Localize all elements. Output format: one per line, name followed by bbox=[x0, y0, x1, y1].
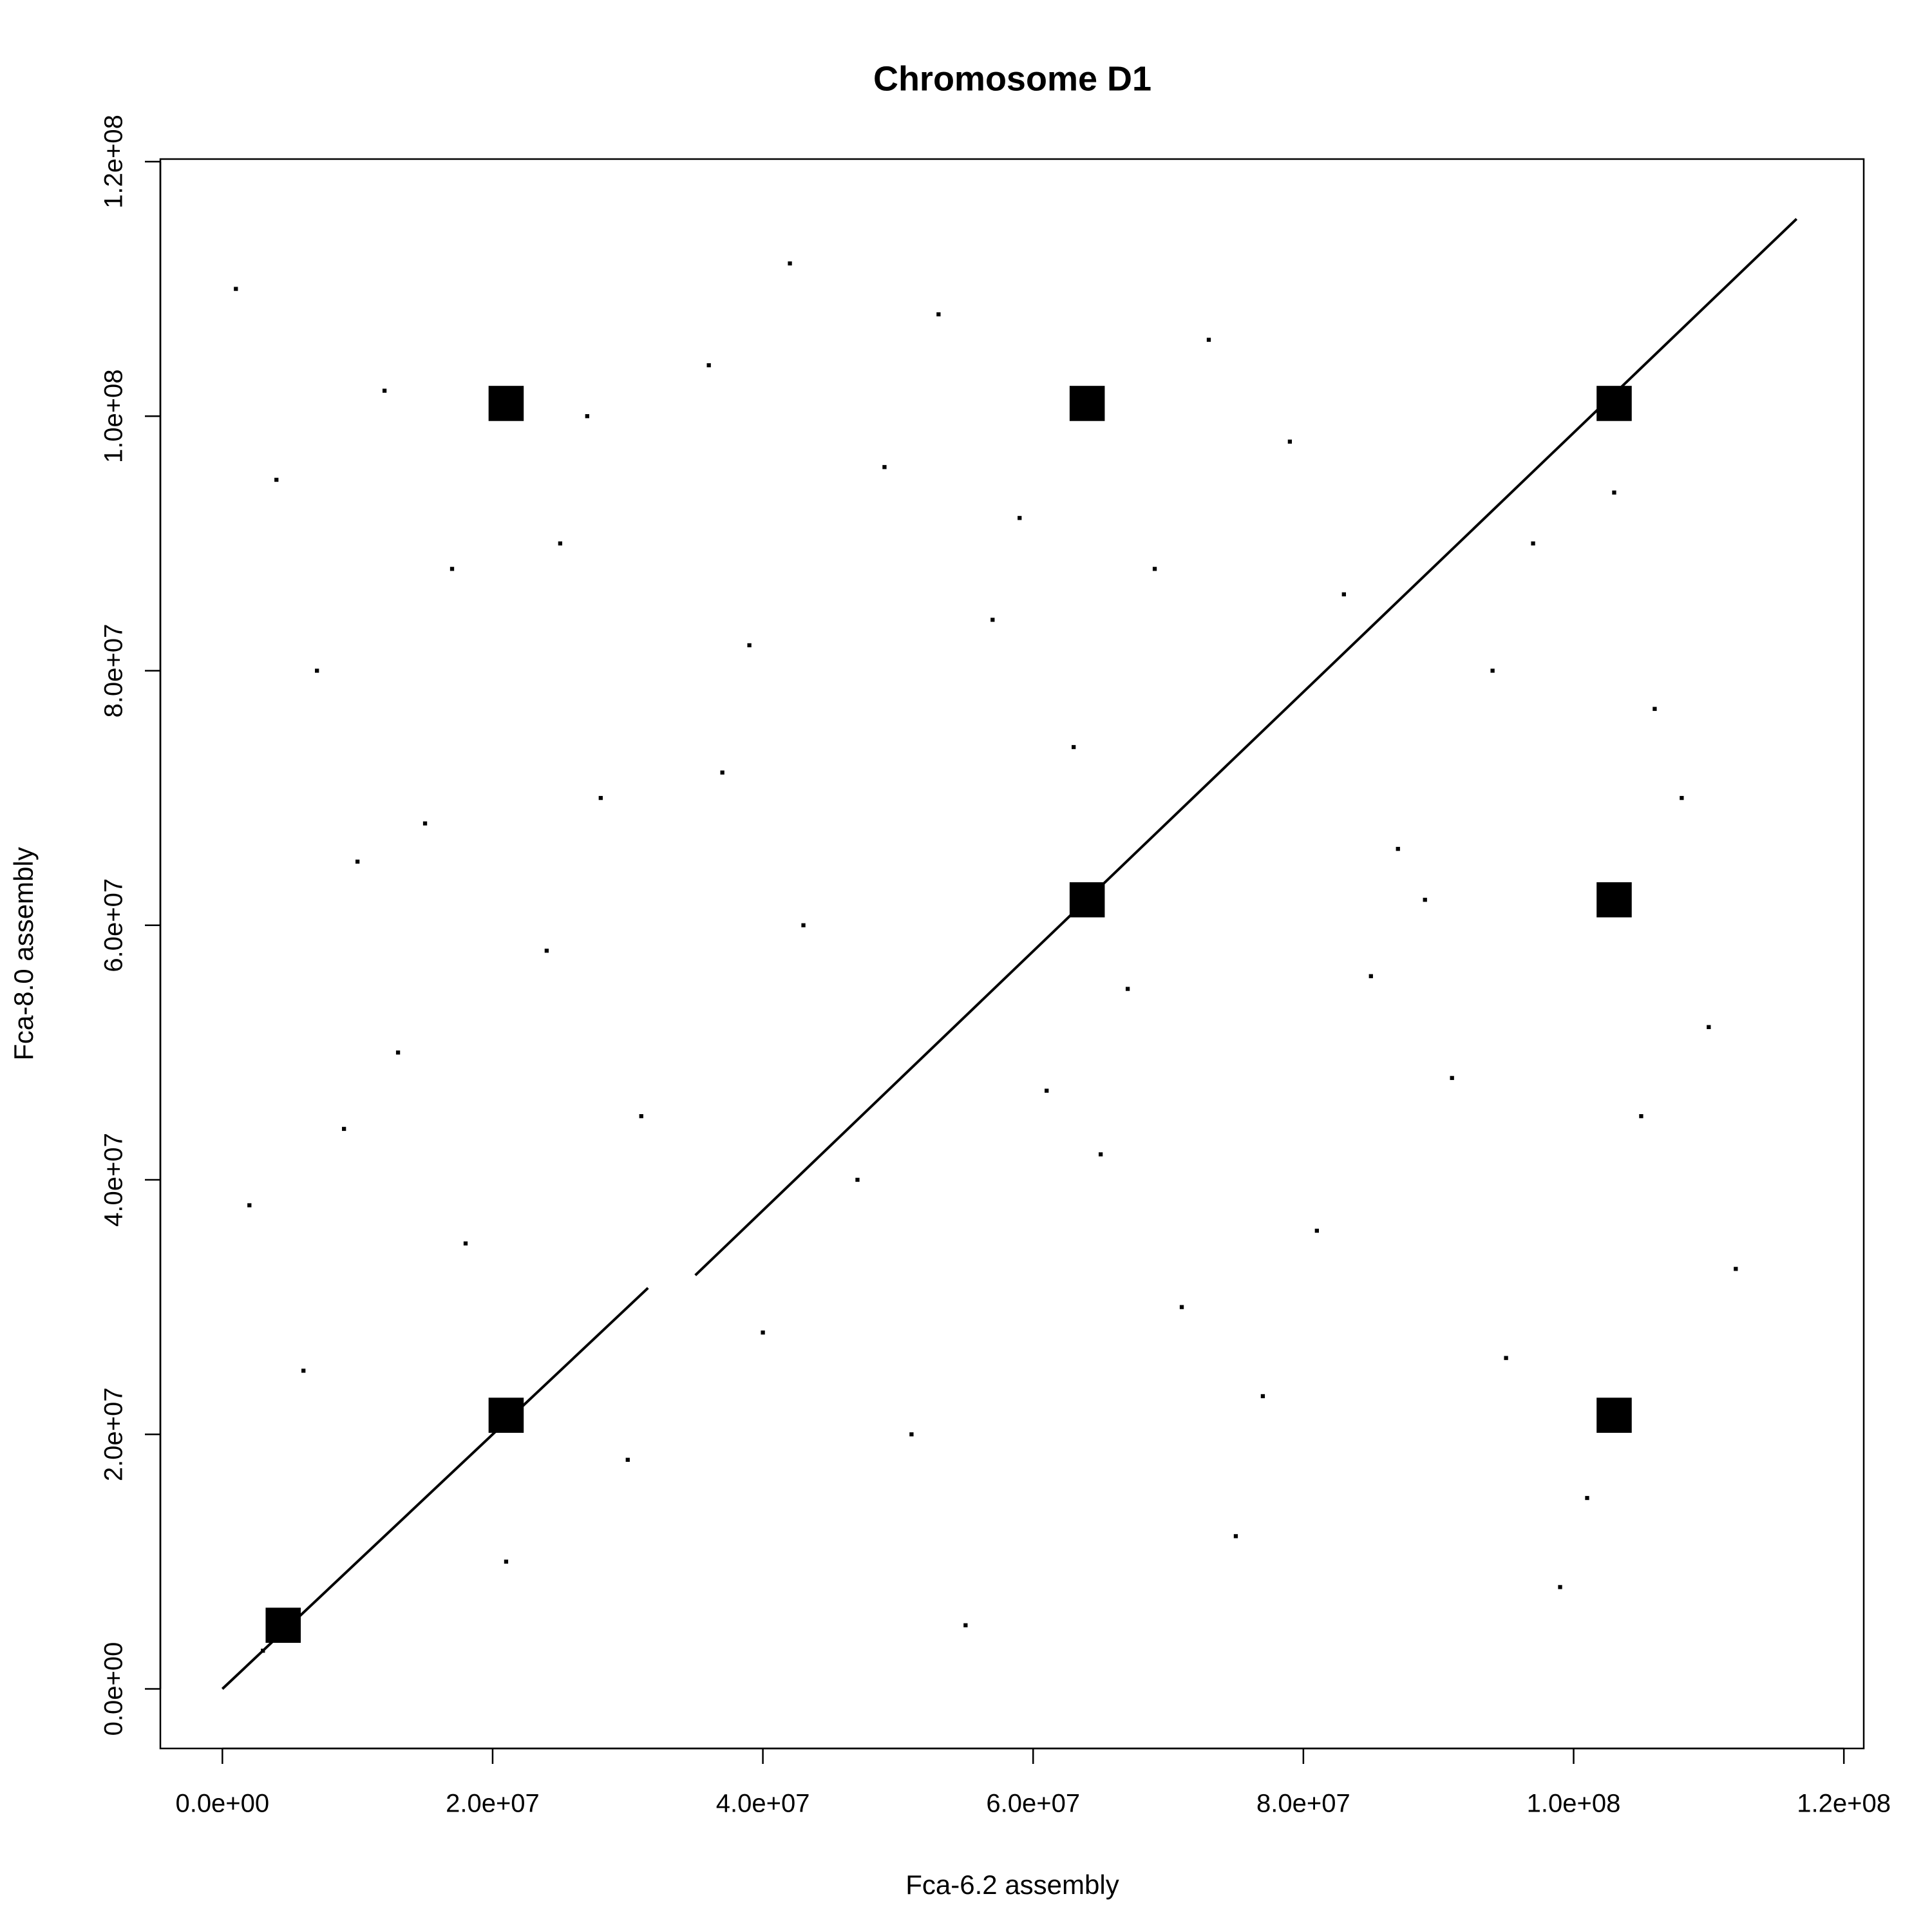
dot bbox=[1596, 1397, 1632, 1433]
dot bbox=[355, 859, 360, 864]
dot bbox=[301, 1368, 306, 1373]
dot bbox=[1233, 1534, 1238, 1539]
dot bbox=[247, 1203, 252, 1208]
dot bbox=[1504, 1356, 1508, 1360]
x-tick-label: 4.0e+07 bbox=[716, 1790, 810, 1818]
dot bbox=[1423, 898, 1427, 902]
dot bbox=[1396, 847, 1400, 851]
dot bbox=[1287, 439, 1293, 444]
dot bbox=[1260, 1394, 1265, 1399]
dot bbox=[963, 1623, 968, 1627]
dot bbox=[1734, 1267, 1738, 1271]
x-tick-label: 1.0e+08 bbox=[1527, 1790, 1621, 1818]
dot bbox=[1341, 592, 1346, 597]
dot bbox=[1152, 567, 1157, 571]
dot bbox=[315, 668, 319, 673]
dot bbox=[1596, 882, 1632, 918]
x-tick-label: 2.0e+07 bbox=[446, 1790, 540, 1818]
dot bbox=[422, 821, 428, 826]
y-tick-label: 1.0e+08 bbox=[100, 369, 128, 463]
dot bbox=[598, 795, 603, 800]
dot bbox=[1707, 1025, 1711, 1029]
dot bbox=[1585, 1495, 1589, 1501]
dot bbox=[1490, 668, 1495, 673]
y-tick-label: 2.0e+07 bbox=[100, 1387, 128, 1481]
chart-title: Chromosome D1 bbox=[873, 59, 1151, 98]
dot bbox=[341, 1126, 346, 1132]
dot bbox=[747, 643, 752, 648]
dot bbox=[488, 1397, 524, 1433]
dot bbox=[1558, 1585, 1562, 1589]
dot bbox=[1098, 1152, 1103, 1157]
dot bbox=[585, 414, 589, 419]
y-tick-label: 1.2e+08 bbox=[100, 115, 128, 209]
dot bbox=[274, 477, 279, 482]
dot bbox=[801, 923, 806, 927]
dot bbox=[855, 1177, 860, 1182]
dot bbox=[639, 1114, 643, 1119]
y-tick-label: 8.0e+07 bbox=[100, 624, 128, 718]
dot bbox=[544, 949, 549, 953]
dot bbox=[1314, 1228, 1320, 1233]
y-tick-label: 0.0e+00 bbox=[100, 1642, 128, 1736]
dot bbox=[463, 1241, 468, 1245]
x-tick-label: 0.0e+00 bbox=[175, 1790, 269, 1818]
dot bbox=[1680, 795, 1684, 800]
dot bbox=[936, 312, 941, 317]
dot bbox=[1045, 1088, 1049, 1093]
dot bbox=[788, 261, 792, 266]
dot bbox=[1072, 744, 1076, 750]
dot bbox=[1653, 706, 1657, 711]
dot bbox=[1531, 541, 1535, 545]
dot bbox=[450, 567, 455, 571]
dot bbox=[761, 1330, 765, 1335]
dot bbox=[504, 1559, 509, 1564]
dot bbox=[558, 541, 563, 545]
y-tick-label: 6.0e+07 bbox=[100, 878, 128, 972]
dot bbox=[382, 388, 387, 393]
dot bbox=[1639, 1114, 1643, 1119]
dot bbox=[1018, 516, 1022, 520]
dot bbox=[882, 465, 887, 469]
dot bbox=[1069, 882, 1105, 918]
x-tick-label: 1.2e+08 bbox=[1797, 1790, 1891, 1818]
dot bbox=[1450, 1075, 1454, 1081]
dot bbox=[625, 1457, 630, 1462]
dot bbox=[1368, 974, 1373, 978]
dot bbox=[1125, 987, 1130, 991]
x-tick-label: 6.0e+07 bbox=[986, 1790, 1080, 1818]
dot bbox=[909, 1432, 914, 1437]
y-tick-label: 4.0e+07 bbox=[100, 1133, 128, 1227]
y-axis-label: Fca-8.0 assembly bbox=[8, 847, 39, 1060]
dot bbox=[720, 770, 724, 775]
dot bbox=[1179, 1305, 1184, 1309]
dot bbox=[1206, 337, 1211, 342]
dot bbox=[706, 363, 711, 368]
dot bbox=[1612, 490, 1616, 495]
dot bbox=[265, 1607, 301, 1643]
dot bbox=[395, 1050, 401, 1055]
dot bbox=[1069, 386, 1105, 421]
x-axis-label: Fca-6.2 assembly bbox=[905, 1870, 1119, 1900]
dot bbox=[261, 1649, 265, 1653]
dot bbox=[990, 618, 995, 622]
dot bbox=[488, 386, 524, 421]
dot bbox=[1596, 386, 1632, 421]
x-tick-label: 8.0e+07 bbox=[1256, 1790, 1350, 1818]
dot bbox=[234, 287, 238, 291]
